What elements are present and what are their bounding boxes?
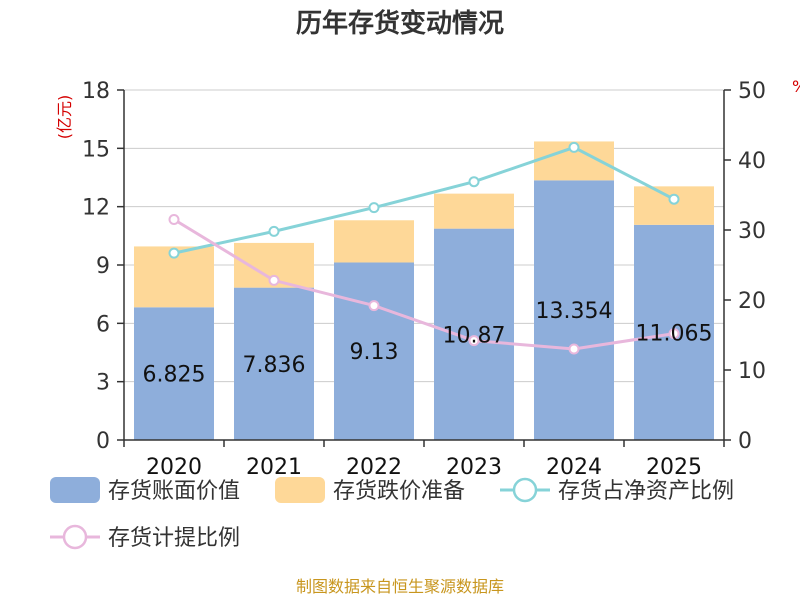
right-axis-tick-label: 50 <box>738 79 766 104</box>
chart-title: 历年存货变动情况 <box>296 8 504 39</box>
left-axis-tick-label: 18 <box>82 79 110 104</box>
left-axis-tick-label: 0 <box>96 429 110 454</box>
bar-data-label: 9.13 <box>350 340 399 365</box>
right-axis-unit: % <box>792 77 800 96</box>
x-axis-tick-label: 2021 <box>246 455 302 480</box>
point-provision-ratio <box>468 335 480 347</box>
bar-book-value <box>234 287 314 440</box>
bar-group <box>134 141 714 441</box>
bar-book-value <box>534 180 614 441</box>
right-axis-tick-label: 0 <box>738 429 752 454</box>
bar-data-label: 7.836 <box>243 353 306 378</box>
legend-marker <box>62 524 88 550</box>
x-axis-tick-label: 2023 <box>446 455 502 480</box>
line-provision-ratio <box>173 218 675 351</box>
left-axis-tick-label: 15 <box>82 137 110 162</box>
bar-impairment <box>334 220 414 263</box>
left-axis-tick-label: 3 <box>96 371 110 396</box>
right-axis-tick-label: 30 <box>738 219 766 244</box>
left-axis-tick-label: 9 <box>96 254 110 279</box>
legend-label: 存货账面价值 <box>108 479 240 504</box>
point-net-asset-ratio <box>168 247 180 259</box>
point-provision-ratio <box>368 300 380 312</box>
left-axis-tick-label: 12 <box>82 196 110 221</box>
right-axis-tick-label: 10 <box>738 359 766 384</box>
bar-impairment <box>434 193 514 229</box>
bar-data-label: 13.354 <box>536 299 613 324</box>
right-axis-tick-label: 20 <box>738 289 766 314</box>
right-axis-tick-label: 40 <box>738 149 766 174</box>
line-net-asset-ratio <box>173 145 675 255</box>
left-axis-unit: (亿元) <box>55 95 74 140</box>
point-net-asset-ratio <box>368 202 380 214</box>
bar-book-value <box>334 262 414 440</box>
x-axis-tick-label: 2020 <box>146 455 202 480</box>
point-provision-ratio <box>668 328 680 340</box>
legend-label: 存货跌价准备 <box>333 479 465 504</box>
bar-data-label: 6.825 <box>143 363 206 388</box>
point-net-asset-ratio <box>468 176 480 188</box>
point-net-asset-ratio <box>568 141 580 153</box>
gridlines <box>124 89 724 383</box>
bar-book-value <box>434 228 514 440</box>
legend-swatch <box>275 477 325 503</box>
source-note: 制图数据来自恒生聚源数据库 <box>296 577 504 596</box>
bar-data-label: 10.87 <box>443 323 506 348</box>
bar-book-value <box>134 307 214 440</box>
legend-swatch <box>50 477 100 503</box>
x-axis-tick-label: 2024 <box>546 455 602 480</box>
point-provision-ratio <box>268 274 280 286</box>
point-net-asset-ratio <box>668 193 680 205</box>
point-net-asset-ratio <box>268 225 280 237</box>
bar-data-label: 11.065 <box>636 321 713 346</box>
legend-label: 存货计提比例 <box>108 526 240 551</box>
point-provision-ratio <box>168 214 180 225</box>
line-group <box>168 141 680 355</box>
data-label-group: 6.825 7.836 9.13 10.87 13.354 11.065 <box>143 299 713 387</box>
point-provision-ratio <box>568 343 580 355</box>
bar-impairment <box>634 186 714 225</box>
legend-label: 存货占净资产比例 <box>558 479 734 504</box>
legend-marker <box>512 477 538 503</box>
axes: 0 3 6 9 12 15 18 0 10 20 30 40 50 2020 2021 2022 2023 202… <box>82 79 766 480</box>
x-axis-tick-label: 2022 <box>346 455 402 480</box>
x-axis-tick-label: 2025 <box>646 455 702 480</box>
left-axis-tick-label: 6 <box>96 312 110 337</box>
